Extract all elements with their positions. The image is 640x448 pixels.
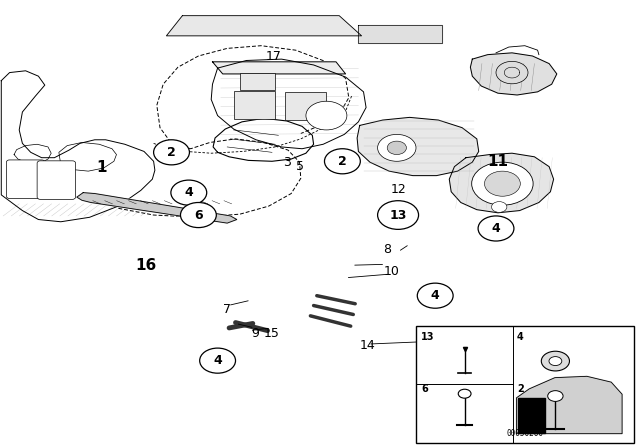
Text: 13: 13 [421, 332, 435, 341]
Text: 4: 4 [517, 332, 524, 341]
Circle shape [387, 141, 406, 155]
FancyBboxPatch shape [6, 160, 45, 198]
Text: 5: 5 [296, 160, 303, 173]
Circle shape [324, 149, 360, 174]
Bar [234, 91, 275, 119]
Text: 12: 12 [390, 182, 406, 196]
Text: 13: 13 [389, 208, 407, 222]
Text: 17: 17 [266, 49, 282, 63]
Circle shape [548, 391, 563, 401]
Circle shape [472, 162, 533, 205]
Text: 7: 7 [223, 302, 231, 316]
Circle shape [549, 357, 562, 366]
Text: 6: 6 [194, 208, 203, 222]
Circle shape [478, 216, 514, 241]
Polygon shape [166, 16, 362, 36]
Circle shape [378, 201, 419, 229]
Text: 4: 4 [431, 289, 440, 302]
Text: 16: 16 [135, 258, 157, 273]
Text: 2: 2 [338, 155, 347, 168]
Polygon shape [77, 193, 237, 223]
Text: 14: 14 [360, 339, 376, 353]
Circle shape [378, 134, 416, 161]
Text: 4: 4 [213, 354, 222, 367]
Circle shape [200, 348, 236, 373]
Bar [416, 326, 634, 443]
Circle shape [180, 202, 216, 228]
Polygon shape [357, 117, 479, 176]
Circle shape [171, 180, 207, 205]
Text: 6: 6 [421, 384, 428, 394]
Text: 2: 2 [517, 384, 524, 394]
Text: 11: 11 [488, 154, 508, 169]
Circle shape [541, 351, 570, 371]
Circle shape [417, 283, 453, 308]
Polygon shape [212, 62, 346, 74]
Text: 2: 2 [167, 146, 176, 159]
Text: 00050260: 00050260 [506, 429, 543, 438]
Text: 9: 9 [251, 327, 259, 340]
Text: 4: 4 [492, 222, 500, 235]
Polygon shape [518, 398, 545, 433]
Polygon shape [449, 153, 554, 213]
Bar [240, 73, 275, 90]
Text: 4: 4 [184, 186, 193, 199]
Circle shape [484, 171, 520, 196]
Text: 10: 10 [384, 264, 399, 278]
Bar [285, 92, 326, 120]
FancyBboxPatch shape [37, 161, 76, 199]
Text: 1: 1 [96, 160, 106, 176]
Circle shape [306, 101, 347, 130]
Polygon shape [516, 376, 622, 434]
Circle shape [154, 140, 189, 165]
Circle shape [492, 202, 507, 212]
Polygon shape [470, 53, 557, 95]
Text: 15: 15 [264, 327, 280, 340]
Circle shape [496, 61, 528, 84]
Text: 8: 8 [383, 243, 391, 257]
Polygon shape [358, 25, 442, 43]
Text: 3: 3 [283, 155, 291, 169]
Circle shape [458, 389, 471, 398]
